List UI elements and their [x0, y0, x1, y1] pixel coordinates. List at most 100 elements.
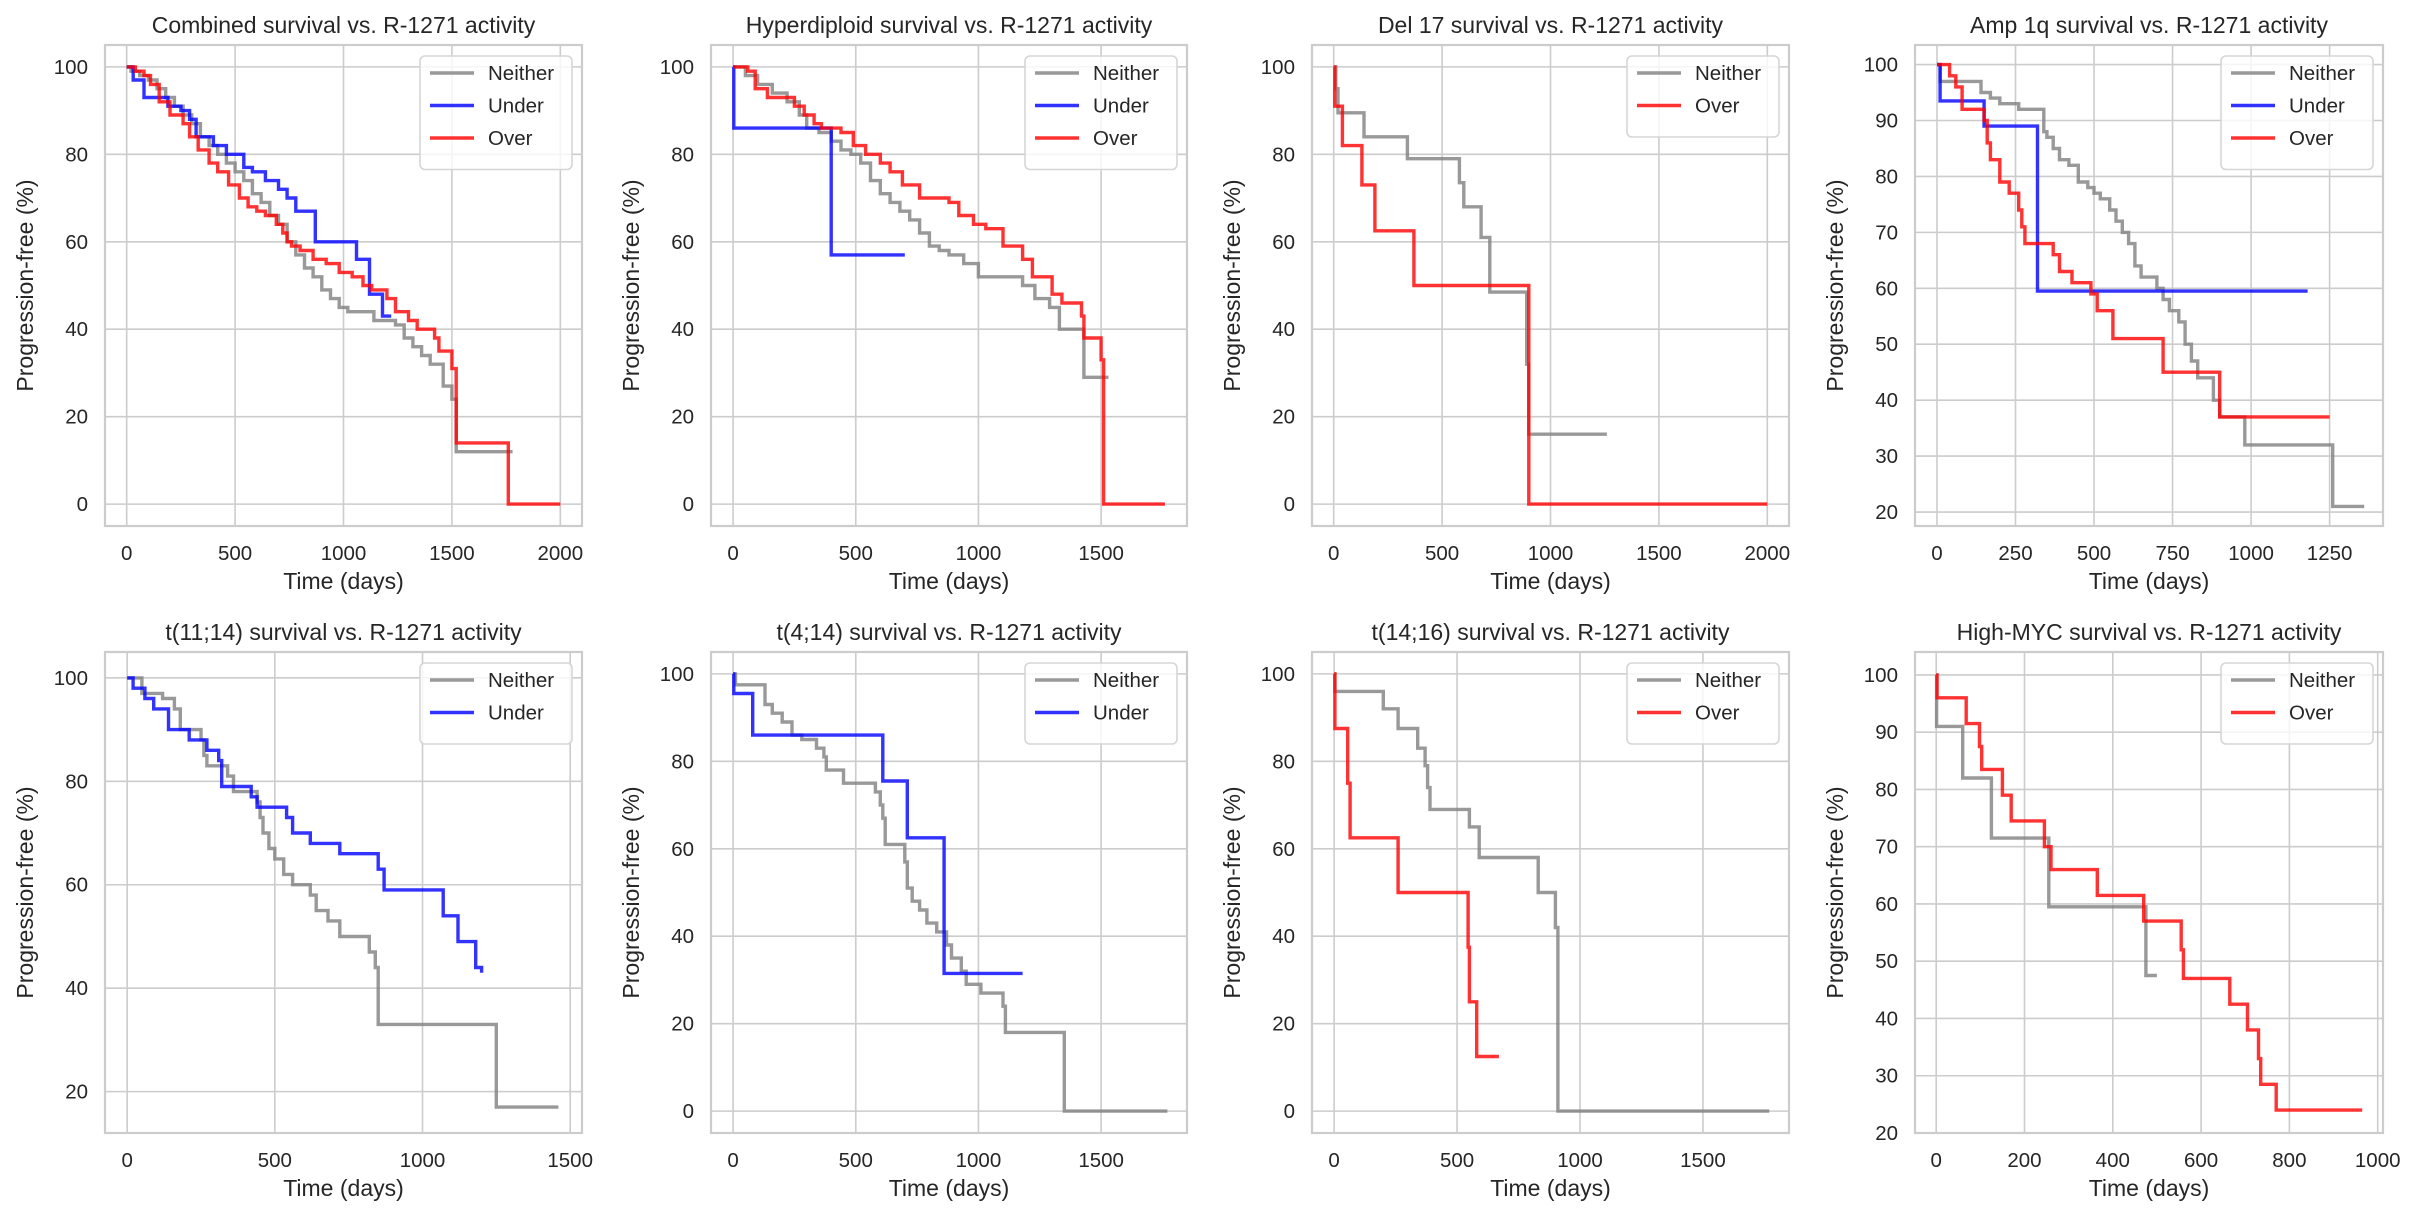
chart-4-y-tick-label: 20	[1875, 501, 1898, 524]
chart-3-y-tick-label: 0	[1284, 493, 1295, 516]
chart-4-legend-label-neither: Neither	[2289, 62, 2355, 85]
chart-8-y-tick-label: 20	[1875, 1122, 1898, 1145]
chart-3-y-tick-label: 20	[1272, 406, 1295, 429]
chart-5-panel: t(11;14) survival vs. R-1271 activity 0 50…	[12, 619, 593, 1201]
chart-3-title: Del 17 survival vs. R-1271 activity	[1378, 12, 1724, 38]
chart-4-legend-label-under: Under	[2289, 95, 2345, 118]
chart-8-x-tick-label: 800	[2272, 1149, 2306, 1172]
chart-4-curve-over	[1937, 62, 2330, 419]
chart-7-curve-neither	[1333, 672, 1770, 1113]
chart-2-curve-over	[733, 65, 1165, 506]
chart-1-legend-label-over: Over	[488, 127, 533, 150]
chart-2-legend-label-over: Over	[1093, 127, 1138, 150]
chart-3-y-tick-label: 60	[1272, 231, 1295, 254]
chart-3-legend-label-over: Over	[1695, 95, 1740, 118]
chart-7-x-tick-label: 1000	[1557, 1149, 1603, 1172]
chart-8-x-axis-label: Time (days)	[2089, 1175, 2210, 1201]
chart-8-x-tick-label: 1000	[2355, 1149, 2401, 1172]
chart-4-y-tick-label: 30	[1875, 445, 1898, 468]
chart-7-x-axis-label: Time (days)	[1490, 1175, 1611, 1201]
chart-7-y-tick-label: 0	[1284, 1100, 1295, 1123]
chart-6-y-tick-label: 60	[671, 838, 694, 861]
chart-8-y-tick-label: 40	[1875, 1007, 1898, 1030]
chart-7-legend-box	[1626, 662, 1780, 745]
chart-8-title: High-MYC survival vs. R-1271 activity	[1957, 619, 2342, 645]
chart-5-title: t(11;14) survival vs. R-1271 activity	[165, 619, 522, 645]
chart-2-legend-label-neither: Neither	[1093, 62, 1159, 85]
chart-2-x-tick-label: 0	[727, 542, 738, 565]
chart-7-legend: Neither Over	[1626, 662, 1780, 745]
chart-1-x-tick-label: 1500	[429, 542, 475, 565]
chart-2-x-axis-label: Time (days)	[889, 568, 1010, 594]
chart-1-y-tick-label: 80	[65, 143, 88, 166]
chart-6-y-axis-label: Progression-free (%)	[618, 786, 644, 998]
chart-4-panel: Amp 1q survival vs. R-1271 activity 0 250 5…	[1822, 12, 2385, 594]
chart-5-y-tick-label: 80	[65, 770, 88, 793]
chart-2-y-tick-label: 0	[683, 493, 694, 516]
chart-3-curve-over	[1333, 65, 1768, 506]
chart-3-y-tick-label: 80	[1272, 143, 1295, 166]
chart-6-y-tick-label: 20	[671, 1013, 694, 1036]
chart-2-panel: Hyperdiploid survival vs. R-1271 activit…	[618, 12, 1189, 594]
chart-1-y-tick-label: 40	[65, 318, 88, 341]
chart-7-panel: t(14;16) survival vs. R-1271 activity 0 50…	[1219, 619, 1791, 1201]
chart-5-legend-box	[419, 662, 573, 745]
chart-4-y-axis-label: Progression-free (%)	[1822, 179, 1848, 391]
chart-2-curve-neither	[733, 65, 1109, 379]
chart-2-x-tick-label: 1500	[1078, 542, 1124, 565]
chart-4-x-tick-label: 500	[2077, 542, 2111, 565]
chart-8-y-tick-label: 100	[1864, 664, 1898, 687]
chart-8-legend-label-over: Over	[2289, 702, 2334, 725]
chart-3-x-tick-label: 500	[1425, 542, 1459, 565]
chart-5-y-tick-label: 100	[54, 667, 88, 690]
chart-1-x-tick-label: 0	[121, 542, 132, 565]
chart-1-legend: Neither Under Over	[419, 55, 573, 171]
chart-1-plot-frame	[103, 43, 584, 528]
chart-4-x-tick-label: 0	[1931, 542, 1942, 565]
chart-7-plot-frame	[1310, 650, 1791, 1135]
chart-2-legend-box	[1024, 55, 1178, 171]
chart-3-curve-neither	[1333, 65, 1607, 436]
chart-1-y-tick-label: 0	[77, 493, 88, 516]
chart-7-legend-label-neither: Neither	[1695, 669, 1761, 692]
chart-8-legend: Neither Over	[2220, 662, 2374, 745]
chart-8-y-tick-label: 30	[1875, 1065, 1898, 1088]
chart-2-legend-label-under: Under	[1093, 95, 1149, 118]
chart-2-y-tick-label: 60	[671, 231, 694, 254]
chart-2-title: Hyperdiploid survival vs. R-1271 activit…	[746, 12, 1153, 38]
chart-4-legend: Neither Under Over	[2220, 55, 2374, 171]
chart-2-y-tick-label: 20	[671, 406, 694, 429]
chart-3-legend-box	[1626, 55, 1780, 138]
chart-8-legend-box	[2220, 662, 2374, 745]
chart-4-y-tick-label: 90	[1875, 110, 1898, 133]
chart-6-panel: t(4;14) survival vs. R-1271 activity 0 500…	[618, 619, 1189, 1201]
chart-5-x-tick-label: 1500	[547, 1149, 593, 1172]
chart-5-curve-under	[127, 676, 484, 973]
chart-1-y-tick-label: 100	[54, 56, 88, 79]
chart-1-curve-under	[126, 65, 392, 318]
chart-8-x-tick-label: 400	[2096, 1149, 2130, 1172]
chart-7-legend-label-over: Over	[1695, 702, 1740, 725]
chart-6-y-tick-label: 0	[683, 1100, 694, 1123]
chart-2-y-axis-label: Progression-free (%)	[618, 179, 644, 391]
chart-3-y-tick-label: 100	[1261, 56, 1295, 79]
chart-1-x-tick-label: 1000	[321, 542, 367, 565]
chart-5-x-axis-label: Time (days)	[283, 1175, 404, 1201]
chart-1-curve-over	[126, 65, 561, 506]
chart-4-x-axis-label: Time (days)	[2089, 568, 2210, 594]
chart-2-plot-frame	[709, 43, 1189, 528]
chart-7-y-tick-label: 60	[1272, 838, 1295, 861]
chart-8-curve-over	[1935, 673, 2363, 1112]
chart-5-y-tick-label: 60	[65, 874, 88, 897]
chart-7-y-tick-label: 20	[1272, 1013, 1295, 1036]
chart-1-legend-label-neither: Neither	[488, 62, 554, 85]
chart-4-legend-label-over: Over	[2289, 127, 2334, 150]
chart-2-legend: Neither Under Over	[1024, 55, 1178, 171]
chart-1-legend-label-under: Under	[488, 95, 544, 118]
chart-3-x-tick-label: 1000	[1528, 542, 1574, 565]
chart-8-y-tick-label: 70	[1875, 836, 1898, 859]
chart-4-title: Amp 1q survival vs. R-1271 activity	[1970, 12, 2328, 38]
chart-6-legend-label-neither: Neither	[1093, 669, 1159, 692]
chart-3-legend-label-neither: Neither	[1695, 62, 1761, 85]
chart-6-y-tick-label: 100	[660, 663, 694, 686]
